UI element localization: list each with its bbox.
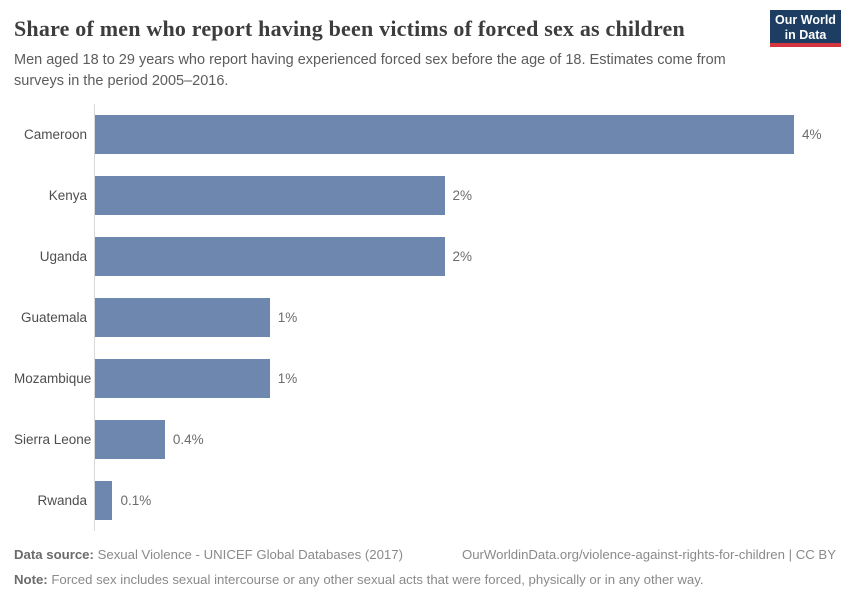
bar[interactable] xyxy=(95,480,113,520)
note-label: Note: xyxy=(14,571,48,587)
value-label: 1% xyxy=(277,370,298,386)
plot-area: 2% xyxy=(94,225,836,287)
chart-subtitle: Men aged 18 to 29 years who report havin… xyxy=(14,52,726,89)
data-source-value: Sexual Violence - UNICEF Global Database… xyxy=(97,546,403,562)
bar-row: Uganda 2% xyxy=(14,225,836,287)
bar[interactable] xyxy=(95,419,165,459)
chart-header: Share of men who report having been vict… xyxy=(14,10,841,91)
category-label: Rwanda xyxy=(37,492,87,508)
bar[interactable] xyxy=(95,175,445,215)
bar-row: Cameroon 4% xyxy=(14,103,836,165)
data-source: Data source: Sexual Violence - UNICEF Gl… xyxy=(14,546,403,564)
category-label: Guatemala xyxy=(20,309,87,325)
bar-chart: Cameroon 4% Kenya 2% Uganda 2% Guatemala 1% Moza… xyxy=(14,103,836,531)
bar-row: Rwanda 0.1% xyxy=(14,469,836,531)
bar[interactable] xyxy=(95,236,445,276)
owid-logo[interactable]: Our World in Data xyxy=(770,10,841,47)
value-label: 0.1% xyxy=(120,492,152,508)
category-label: Mozambique xyxy=(14,370,92,386)
plot-area: 0.1% xyxy=(94,469,836,531)
page-title: Share of men who report having been vict… xyxy=(14,16,685,41)
category-label: Cameroon xyxy=(23,126,87,142)
bar[interactable] xyxy=(95,358,270,398)
category-label: Kenya xyxy=(48,187,87,203)
plot-area: 2% xyxy=(94,164,836,226)
value-label: 4% xyxy=(802,126,822,142)
value-label: 0.4% xyxy=(172,431,204,447)
value-label: 2% xyxy=(452,248,473,264)
plot-area: 1% xyxy=(94,347,836,409)
header-text: Share of men who report having been vict… xyxy=(14,16,836,91)
value-label: 1% xyxy=(277,309,298,325)
plot-area: 1% xyxy=(94,286,836,348)
chart-footer: Data source: Sexual Violence - UNICEF Gl… xyxy=(14,546,836,589)
logo-line-1: Our World xyxy=(775,13,836,28)
bar[interactable] xyxy=(95,297,270,337)
plot-area: 0.4% xyxy=(94,408,836,470)
footer-source-row: Data source: Sexual Violence - UNICEF Gl… xyxy=(14,546,836,564)
plot-area: 4% xyxy=(94,103,836,165)
chart-note: Note: Forced sex includes sexual interco… xyxy=(14,571,836,589)
bar-row: Mozambique 1% xyxy=(14,347,836,409)
bar-row: Kenya 2% xyxy=(14,164,836,226)
bar-row: Guatemala 1% xyxy=(14,286,836,348)
category-label: Sierra Leone xyxy=(14,431,92,447)
note-value: Forced sex includes sexual intercourse o… xyxy=(51,571,704,587)
logo-line-2: in Data xyxy=(784,28,827,42)
bar[interactable] xyxy=(95,114,794,154)
category-label: Uganda xyxy=(39,248,87,264)
canonical-url-link[interactable]: OurWorldinData.org/violence-against-righ… xyxy=(461,546,836,562)
bar-row: Sierra Leone 0.4% xyxy=(14,408,836,470)
data-source-label: Data source: xyxy=(14,546,94,562)
value-label: 2% xyxy=(452,187,473,203)
